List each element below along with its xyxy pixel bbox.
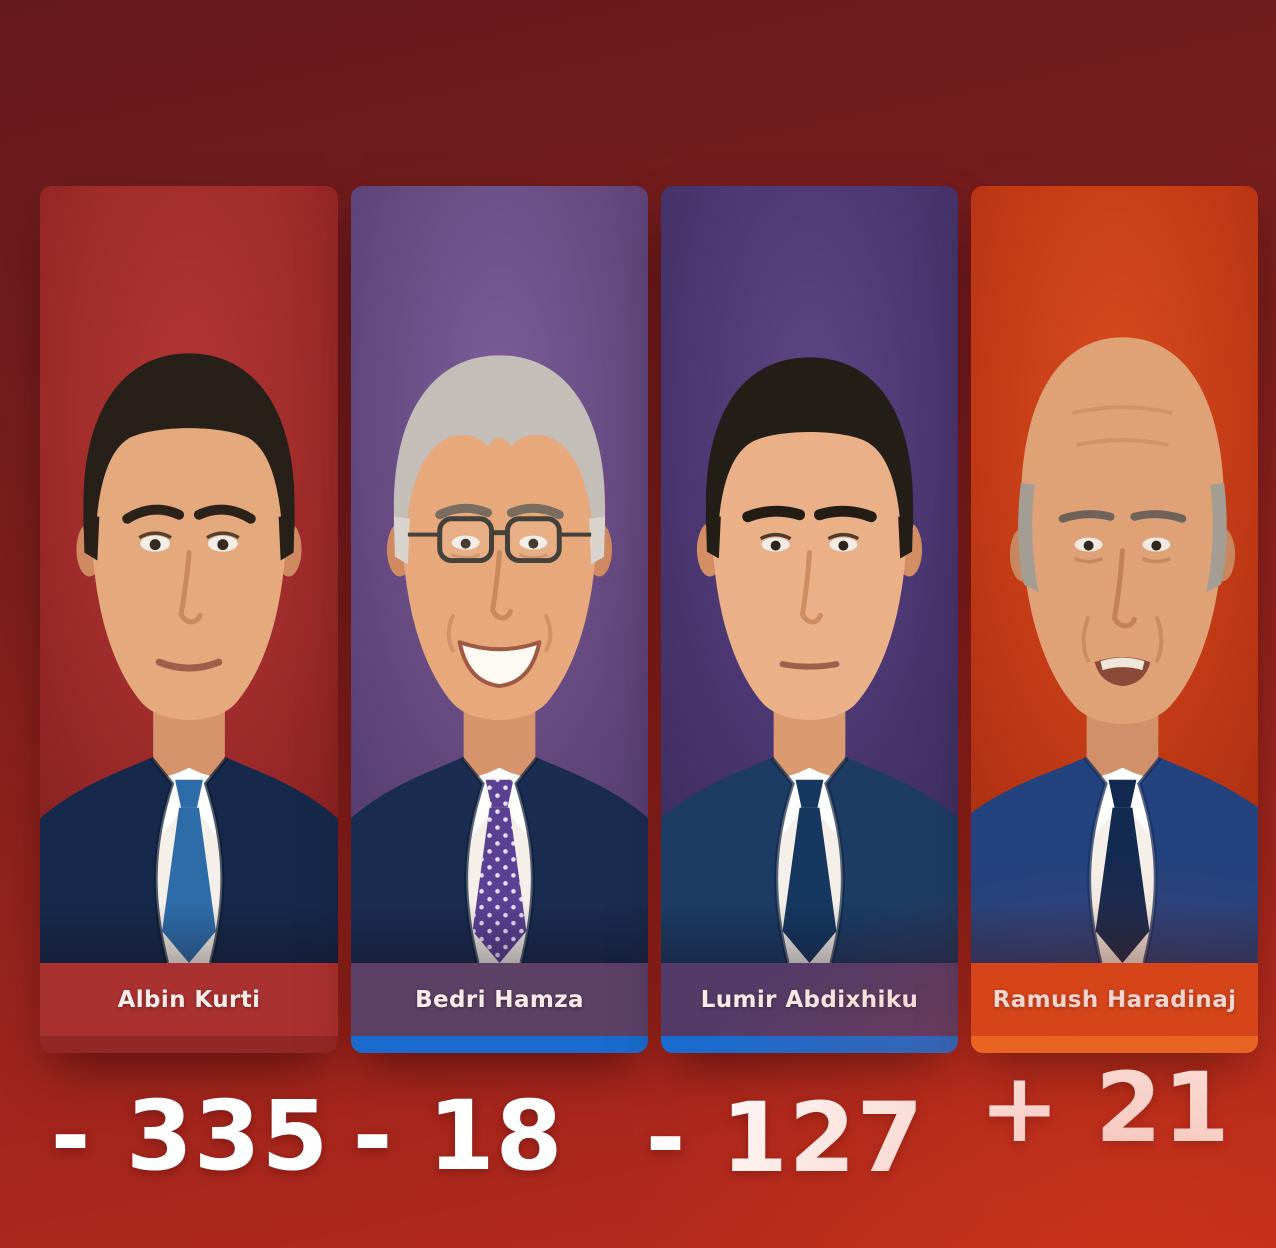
seat-change-bedri-hamza: - 18 [352,1080,564,1192]
portrait-ramush-haradinaj-photo [971,186,1258,963]
candidate-name: Ramush Haradinaj [992,986,1237,1013]
party-accent-strip [351,1036,648,1053]
candidate-card-bedri-hamza: Bedri Hamza [351,186,648,1053]
seat-change-albin-kurti: - 335 [50,1080,330,1192]
candidate-name-band: Albin Kurti [40,963,338,1036]
candidate-name-band: Lumir Abdixhiku [661,963,958,1036]
candidate-card-ramush-haradinaj: Ramush Haradinaj [971,186,1258,1053]
seat-change-lumir-abdixhiku: - 127 [645,1082,925,1194]
seat-change-ramush-haradinaj: + 21 [979,1052,1231,1164]
candidate-name: Lumir Abdixhiku [700,986,919,1013]
candidate-name: Albin Kurti [117,986,261,1013]
candidate-name-band: Ramush Haradinaj [971,963,1258,1036]
party-accent-strip [40,1036,338,1053]
candidate-name-band: Bedri Hamza [351,963,648,1036]
party-accent-strip [971,1036,1258,1053]
portrait-lumir-abdixhiku-photo [661,186,958,963]
candidate-name: Bedri Hamza [415,986,584,1013]
candidate-card-albin-kurti: Albin Kurti [40,186,338,1053]
party-accent-strip [661,1036,958,1053]
portrait-albin-kurti-photo [40,186,338,963]
portrait-bedri-hamza-photo [351,186,648,963]
candidate-card-lumir-abdixhiku: Lumir Abdixhiku [661,186,958,1053]
